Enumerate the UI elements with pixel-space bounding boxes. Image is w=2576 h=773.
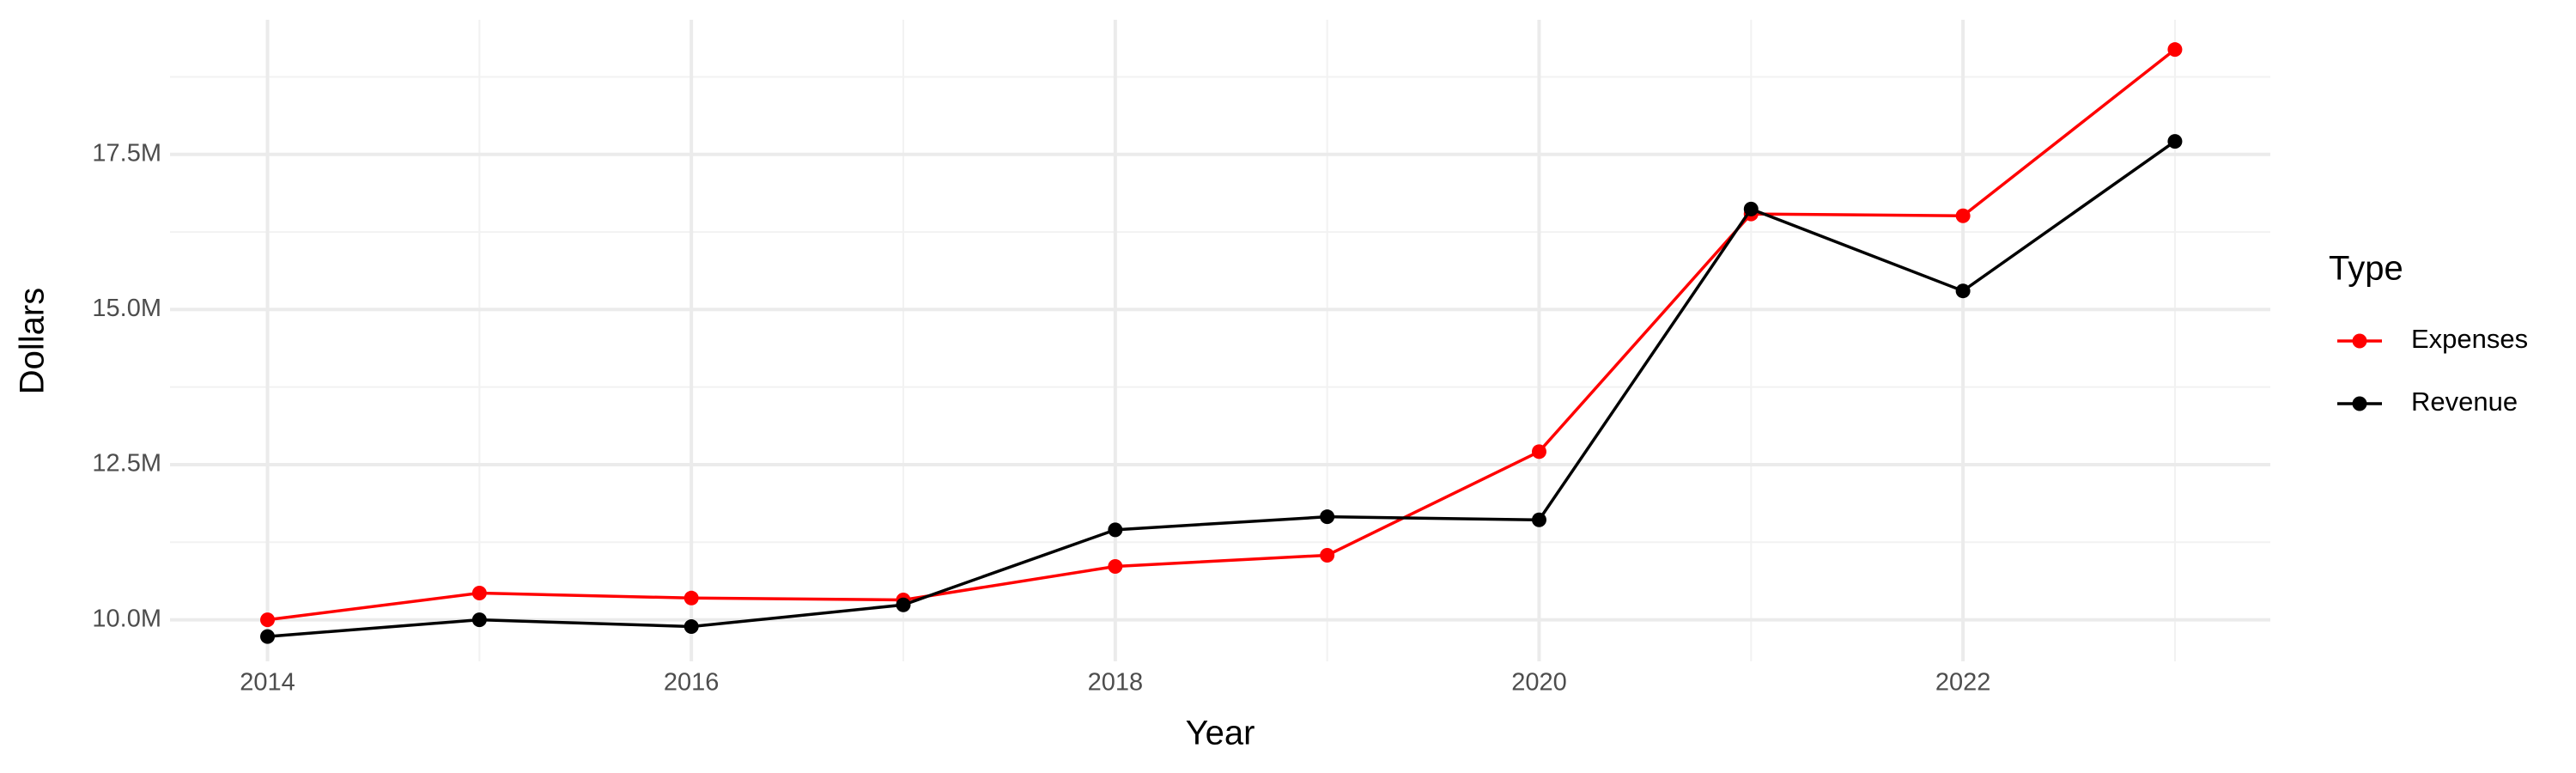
x-tick-label: 2018: [1088, 669, 1144, 697]
y-tick-label: 15.0M: [92, 295, 161, 322]
x-tick-label: 2014: [240, 669, 295, 697]
point: [2167, 42, 2183, 58]
point: [1955, 208, 1971, 223]
point: [683, 619, 699, 635]
y-axis-title: Dollars: [14, 288, 52, 394]
y-tick-label: 10.0M: [92, 605, 161, 632]
point: [2167, 134, 2183, 149]
point: [260, 629, 276, 644]
point: [1108, 558, 1123, 574]
point: [1531, 512, 1546, 527]
point: [1320, 509, 1335, 525]
point: [1955, 283, 1971, 299]
x-tick-label: 2016: [664, 669, 720, 697]
point: [896, 597, 911, 612]
x-tick-label: 2022: [1935, 669, 1991, 697]
point: [260, 612, 276, 628]
point: [471, 612, 487, 628]
series-line: [267, 48, 2177, 622]
point: [1108, 522, 1123, 538]
legend-key-point: [2352, 396, 2367, 411]
point: [1320, 547, 1335, 563]
point: [683, 590, 699, 606]
legend-title: Type: [2329, 250, 2403, 288]
x-tick-label: 2020: [1511, 669, 1567, 697]
point: [1531, 444, 1546, 460]
point: [1743, 201, 1759, 216]
x-axis-title: Year: [1186, 715, 1255, 752]
legend-label: Revenue: [2411, 386, 2518, 417]
point: [471, 586, 487, 601]
y-tick-label: 12.5M: [92, 450, 161, 478]
legend-label: Expenses: [2411, 324, 2528, 354]
y-tick-label: 17.5M: [92, 139, 161, 167]
series-line: [267, 140, 2176, 638]
legend-key-point: [2352, 333, 2367, 349]
